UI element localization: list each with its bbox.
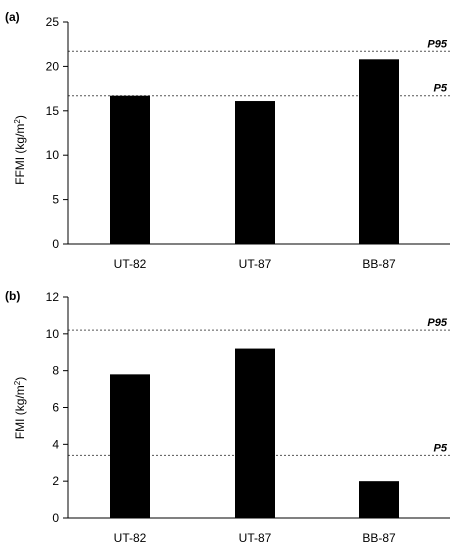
y-tick-label: 10 bbox=[46, 327, 60, 341]
bar-bb-87 bbox=[359, 481, 399, 518]
y-tick-label: 20 bbox=[46, 59, 60, 73]
y-tick-label: 15 bbox=[46, 104, 60, 118]
bars-a bbox=[110, 59, 399, 244]
y-tick-label: 10 bbox=[46, 148, 60, 162]
x-category-label: UT-87 bbox=[239, 531, 272, 545]
y-tick-label: 25 bbox=[46, 15, 60, 29]
y-tick-label: 4 bbox=[52, 437, 59, 451]
bars-b bbox=[110, 348, 399, 518]
bar-ut-82 bbox=[110, 95, 150, 244]
reference-label-p5: P5 bbox=[434, 442, 448, 454]
x-category-label: UT-87 bbox=[239, 257, 272, 271]
x-category-label: BB-87 bbox=[362, 531, 396, 545]
bar-ut-87 bbox=[235, 348, 275, 518]
y-tick-label: 12 bbox=[46, 290, 60, 304]
bar-ut-82 bbox=[110, 374, 150, 518]
panel-label-a: (a) bbox=[5, 10, 20, 24]
reference-label-p95: P95 bbox=[427, 38, 447, 50]
panel-label-b: (b) bbox=[5, 289, 20, 303]
bar-ut-87 bbox=[235, 101, 275, 244]
x-category-label: BB-87 bbox=[362, 257, 396, 271]
y-tick-label: 0 bbox=[52, 237, 59, 251]
y-axis-title-a: FFMI (kg/m2) bbox=[13, 115, 28, 185]
x-categories-b: UT-82 UT-87 BB-87 bbox=[114, 531, 396, 545]
x-categories-a: UT-82 UT-87 BB-87 bbox=[114, 257, 396, 271]
x-category-label: UT-82 bbox=[114, 531, 147, 545]
reference-lines-b: P95 P5 bbox=[68, 317, 450, 456]
y-tick-label: 6 bbox=[52, 401, 59, 415]
reference-label-p5: P5 bbox=[434, 83, 448, 95]
y-tick-label: 5 bbox=[52, 193, 59, 207]
reference-lines-a: P95 P5 bbox=[68, 38, 450, 97]
x-category-label: UT-82 bbox=[114, 257, 147, 271]
reference-label-p95: P95 bbox=[427, 317, 447, 329]
y-axis-title-b: FMI (kg/m2) bbox=[13, 377, 28, 439]
bar-bb-87 bbox=[359, 59, 399, 244]
y-ticks-b: 0 2 4 6 8 10 12 bbox=[46, 290, 68, 525]
y-tick-label: 2 bbox=[52, 474, 59, 488]
y-tick-label: 8 bbox=[52, 364, 59, 378]
y-tick-label: 0 bbox=[52, 511, 59, 525]
y-ticks-a: 0 5 10 15 20 25 bbox=[46, 15, 68, 251]
